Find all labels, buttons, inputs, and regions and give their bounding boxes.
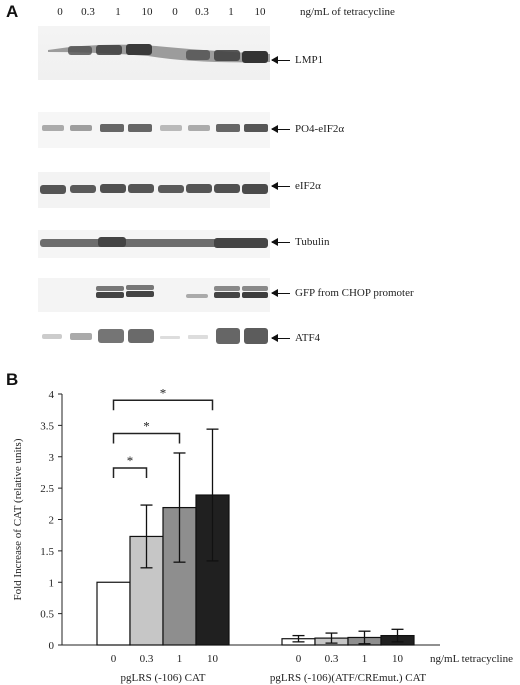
y-tick-label: 1.5 bbox=[40, 546, 54, 558]
eif2a-bands bbox=[40, 184, 268, 194]
arrow-left-icon bbox=[271, 125, 290, 132]
blot-label: eIF2α bbox=[271, 180, 321, 192]
lmp1-bands bbox=[48, 44, 270, 63]
bar-chart: 0 0.5 1 1.5 2 2.5 3 3.5 4 Fold Increase of CAT (r… bbox=[12, 385, 513, 684]
y-tick-label: 3.5 bbox=[40, 420, 54, 432]
conc-label: 1 bbox=[228, 6, 234, 18]
arrow-left-icon bbox=[271, 56, 290, 63]
y-tick-label: 3 bbox=[49, 452, 55, 464]
arrow-left-icon bbox=[271, 289, 290, 296]
blot-label: ATF4 bbox=[271, 332, 321, 344]
po4-eif2a-bands bbox=[42, 124, 268, 132]
bar bbox=[96, 581, 131, 646]
significance-asterisk: * bbox=[143, 419, 150, 434]
y-tick-label: 4 bbox=[49, 389, 55, 401]
x-tick-label: 10 bbox=[392, 653, 404, 665]
y-tick-label: 2 bbox=[49, 515, 55, 527]
conc-label: 0.3 bbox=[81, 6, 95, 18]
blot-label: LMP1 bbox=[271, 54, 324, 66]
x-tick-label: 0.3 bbox=[140, 653, 154, 665]
blot-label: GFP from CHOP promoter bbox=[271, 287, 414, 299]
blot-label-text: ATF4 bbox=[295, 332, 321, 344]
conc-label: 0.3 bbox=[195, 6, 209, 18]
blot-label-text: GFP from CHOP promoter bbox=[295, 287, 414, 299]
blot-label: PO4-eIF2α bbox=[271, 123, 345, 135]
x-tick-label: 1 bbox=[177, 653, 183, 665]
x-axis-units: ng/mL tetracycline bbox=[430, 653, 513, 665]
y-tick-label: 0.5 bbox=[40, 609, 54, 621]
blot-tubulin bbox=[38, 230, 270, 258]
group-label: pgLRS (-106) CAT bbox=[121, 672, 206, 684]
x-tick-label: 0 bbox=[296, 653, 302, 665]
blot-po4-eif2a bbox=[38, 112, 270, 148]
blot-label: Tubulin bbox=[271, 236, 330, 248]
blot-lmp1 bbox=[38, 26, 270, 80]
x-tick-label: 1 bbox=[362, 653, 368, 665]
x-tick-label: 10 bbox=[207, 653, 219, 665]
y-axis-title: Fold Increase of CAT (relative units) bbox=[12, 438, 24, 600]
arrow-left-icon bbox=[271, 238, 290, 245]
concentration-units: ng/mL of tetracycline bbox=[300, 6, 395, 18]
conc-label: 1 bbox=[115, 6, 121, 18]
x-tick-label: 0.3 bbox=[325, 653, 339, 665]
blot-label-text: Tubulin bbox=[295, 236, 330, 248]
y-tick-label: 1 bbox=[49, 577, 55, 589]
blot-label-text: PO4-eIF2α bbox=[295, 123, 345, 135]
atf4-bands bbox=[42, 328, 268, 344]
blot-eif2a bbox=[38, 172, 270, 208]
significance-asterisk: * bbox=[127, 453, 134, 468]
blot-gfp bbox=[38, 278, 270, 312]
gfp-bands bbox=[96, 285, 268, 298]
panel-a-letter: A bbox=[6, 2, 19, 21]
tubulin-bands bbox=[40, 237, 268, 248]
significance-asterisk: * bbox=[160, 385, 167, 400]
blot-label-text: eIF2α bbox=[295, 180, 321, 192]
significance-bracket bbox=[112, 399, 214, 411]
arrow-left-icon bbox=[271, 182, 290, 189]
conc-label: 10 bbox=[254, 6, 266, 18]
y-tick-label: 0 bbox=[49, 640, 55, 652]
significance-bracket bbox=[112, 432, 181, 444]
conc-label: 0 bbox=[172, 6, 178, 18]
y-tick-label: 2.5 bbox=[40, 483, 54, 495]
group-label: pgLRS (-106)(ATF/CREmut.) CAT bbox=[270, 672, 426, 684]
significance-bracket bbox=[112, 467, 148, 479]
conc-label: 10 bbox=[141, 6, 153, 18]
conc-label: 0 bbox=[57, 6, 63, 18]
arrow-left-icon bbox=[271, 334, 290, 341]
x-tick-label: 0 bbox=[111, 653, 117, 665]
blot-label-text: LMP1 bbox=[295, 54, 324, 66]
panel-b-letter: B bbox=[6, 370, 19, 389]
blot-atf4 bbox=[38, 322, 270, 354]
